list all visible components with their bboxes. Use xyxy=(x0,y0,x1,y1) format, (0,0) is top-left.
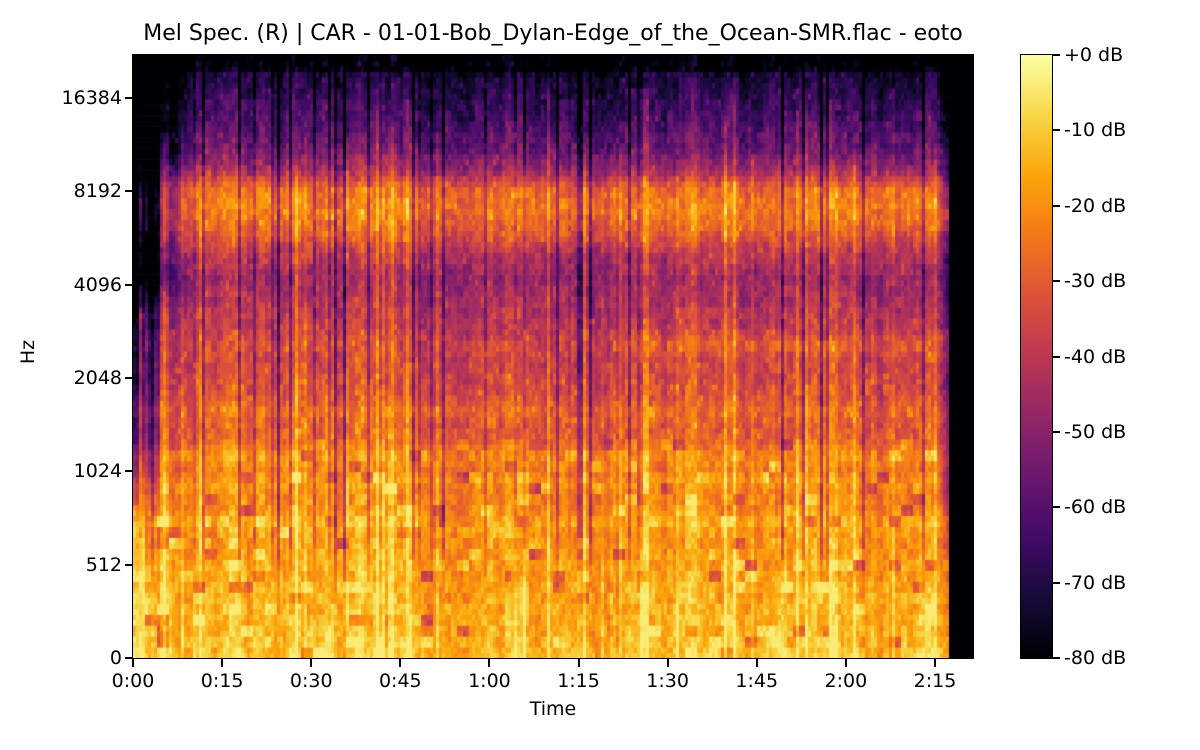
colorbar-tick-mark xyxy=(1053,54,1060,56)
y-axis-label: Hz xyxy=(17,339,40,365)
colorbar-tick-mark xyxy=(1053,581,1060,584)
spectrogram-plot xyxy=(133,55,973,658)
colorbar-tick-mark xyxy=(1053,430,1060,433)
colorbar-tick-label: -80 dB xyxy=(1064,647,1127,669)
colorbar-tick-label: -60 dB xyxy=(1064,496,1127,519)
chart-title: Mel Spec. (R) | CAR - 01-01-Bob_Dylan-Ed… xyxy=(143,21,963,46)
x-tick-label: 0:15 xyxy=(200,670,244,692)
colorbar-tick-label: -40 dB xyxy=(1064,345,1127,368)
y-tick-label: 0 xyxy=(109,647,122,669)
y-tick-mark xyxy=(125,563,133,566)
x-tick-label: 1:30 xyxy=(646,670,689,692)
colorbar-tick-label: +0 dB xyxy=(1064,44,1124,66)
colorbar-tick-mark xyxy=(1053,280,1060,283)
colorbar-tick-mark xyxy=(1053,355,1060,358)
y-tick-label: 512 xyxy=(85,553,122,576)
x-tick-mark xyxy=(221,659,224,667)
x-tick-mark xyxy=(488,659,491,667)
x-tick-mark xyxy=(132,659,134,667)
colorbar-tick-label: -70 dB xyxy=(1064,571,1127,594)
colorbar-tick-label: -50 dB xyxy=(1064,420,1127,443)
x-axis-label: Time xyxy=(529,698,577,720)
x-tick-label: 1:00 xyxy=(468,670,511,692)
x-tick-mark xyxy=(933,659,936,667)
colorbar-tick-label: -10 dB xyxy=(1064,119,1127,142)
y-tick-mark xyxy=(125,283,133,286)
x-tick-label: 0:45 xyxy=(378,670,422,692)
y-tick-mark xyxy=(125,470,133,473)
x-tick-label: 2:15 xyxy=(913,670,957,692)
x-tick-mark xyxy=(844,659,847,667)
colorbar-tick-mark xyxy=(1053,657,1060,659)
y-tick-mark xyxy=(125,190,133,193)
y-tick-label: 16384 xyxy=(61,87,122,109)
x-tick-label: 0:00 xyxy=(111,670,155,692)
x-tick-label: 0:30 xyxy=(289,670,333,692)
x-tick-mark xyxy=(399,659,402,667)
x-tick-mark xyxy=(755,659,758,667)
x-tick-mark xyxy=(666,659,669,667)
colorbar-tick-mark xyxy=(1053,129,1060,132)
y-tick-label: 4096 xyxy=(73,273,122,296)
y-tick-label: 1024 xyxy=(73,460,122,483)
colorbar-tick-label: -20 dB xyxy=(1064,194,1127,217)
colorbar xyxy=(1021,55,1052,658)
y-tick-mark xyxy=(125,97,133,99)
x-tick-mark xyxy=(577,659,580,667)
x-tick-label: 1:45 xyxy=(735,670,779,692)
y-tick-mark xyxy=(125,657,133,659)
y-tick-label: 2048 xyxy=(73,367,122,389)
x-tick-label: 1:15 xyxy=(557,670,600,692)
y-tick-mark xyxy=(125,377,133,379)
colorbar-gradient xyxy=(1021,55,1052,658)
x-tick-label: 2:00 xyxy=(824,670,868,692)
colorbar-tick-label: -30 dB xyxy=(1064,270,1127,293)
x-tick-mark xyxy=(310,659,313,667)
colorbar-tick-mark xyxy=(1053,204,1060,207)
spectrogram-image xyxy=(133,55,973,658)
y-tick-label: 8192 xyxy=(73,180,122,203)
colorbar-tick-mark xyxy=(1053,506,1060,509)
